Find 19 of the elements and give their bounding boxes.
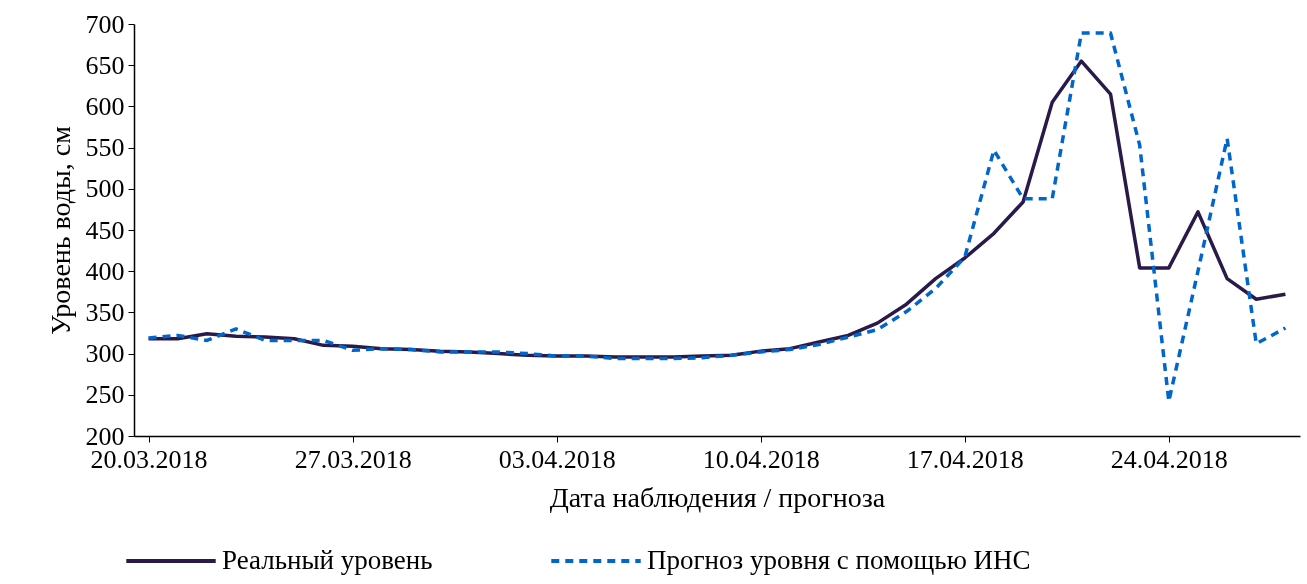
x-tick-label: 27.03.2018 [294, 444, 412, 474]
x-axis-title: Дата наблюдения / прогноза [549, 481, 886, 513]
y-tick-label: 400 [85, 256, 125, 286]
x-tick-label: 17.04.2018 [906, 444, 1024, 474]
x-tick-label: 24.04.2018 [1110, 444, 1228, 474]
y-tick-label: 650 [85, 50, 125, 80]
x-tick-label: 10.04.2018 [702, 444, 820, 474]
y-tick-label: 350 [85, 297, 125, 327]
y-axis-title: Уровень воды, см [44, 125, 76, 336]
y-tick-label: 500 [85, 174, 125, 204]
x-tick-label: 03.04.2018 [498, 444, 616, 474]
y-tick-label: 600 [85, 91, 125, 121]
legend-label: Прогноз уровня с помощью ИНС [647, 545, 1031, 575]
legend-label: Реальный уровень [222, 545, 433, 575]
y-tick-label: 550 [85, 133, 125, 163]
y-tick-label: 300 [85, 339, 125, 369]
y-tick-label: 250 [85, 380, 125, 410]
y-tick-label: 700 [85, 9, 125, 39]
y-tick-label: 450 [85, 215, 125, 245]
